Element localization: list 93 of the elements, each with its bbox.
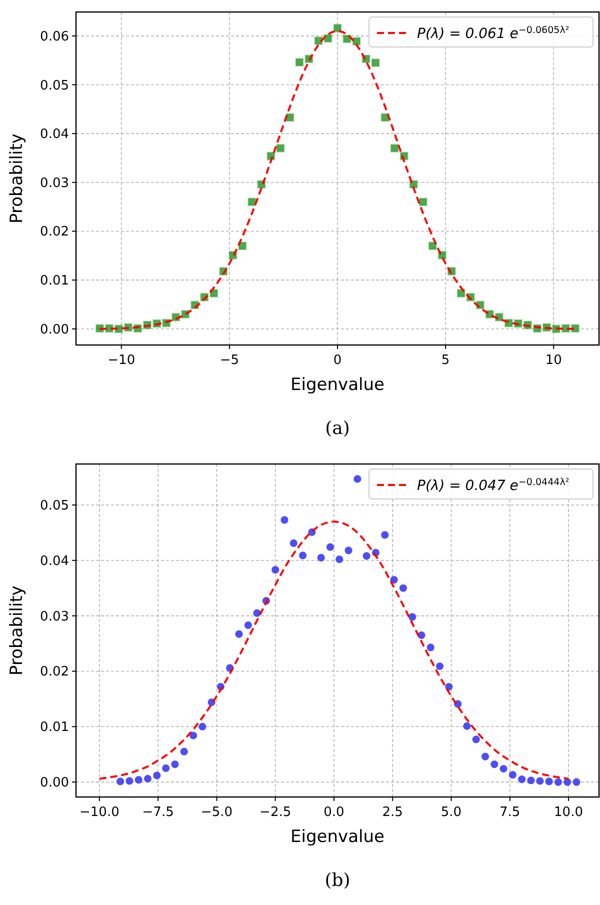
- text: (a): [325, 418, 350, 439]
- point: [428, 242, 437, 250]
- point: [286, 113, 294, 122]
- y-tick-label: 0.00: [40, 776, 69, 791]
- point: [481, 752, 490, 760]
- y-tick-label: 0.03: [40, 176, 69, 191]
- x-tick-label: −5: [220, 353, 240, 368]
- point: [354, 475, 362, 483]
- point: [272, 566, 280, 574]
- point: [342, 34, 352, 44]
- y-tick-label: 0.04: [40, 127, 69, 142]
- point: [326, 543, 334, 551]
- point: [527, 776, 535, 784]
- x-tick-label: 2.5: [382, 805, 403, 820]
- point: [290, 539, 298, 548]
- x-tick-label: 0: [333, 353, 342, 368]
- point: [162, 764, 170, 772]
- point: [333, 24, 342, 32]
- text: (b): [324, 870, 350, 891]
- point: [248, 198, 256, 206]
- legend-label: P(λ) = 0.047 e$^{−0.0444λ²}$: [417, 476, 570, 494]
- point: [295, 58, 304, 67]
- x-axis-title: Eigenvalue: [290, 375, 384, 395]
- point: [536, 777, 544, 785]
- y-tick-label: 0.05: [40, 498, 69, 514]
- y-tick-label: 0.02: [40, 664, 69, 680]
- point: [554, 778, 562, 786]
- point: [490, 760, 498, 768]
- point: [153, 772, 161, 780]
- point: [371, 58, 380, 68]
- point: [500, 764, 508, 773]
- point: [564, 778, 572, 786]
- x-tick-label: −10.0: [80, 805, 120, 820]
- point: [238, 242, 247, 250]
- point: [352, 37, 361, 46]
- point: [518, 775, 526, 784]
- point: [171, 760, 179, 768]
- point: [426, 644, 434, 652]
- y-tick-label: 0.03: [40, 609, 69, 624]
- point: [314, 36, 323, 46]
- y-tick-label: 0.01: [40, 274, 69, 289]
- point: [235, 630, 243, 638]
- point: [280, 516, 288, 524]
- y-tick-label: 0.02: [40, 224, 69, 240]
- point: [126, 777, 134, 785]
- point: [116, 778, 124, 786]
- point: [317, 554, 325, 562]
- x-tick-label: 7.5: [500, 805, 520, 820]
- point: [189, 732, 198, 740]
- legend-label: P(λ) = 0.061 e$^{−0.0605λ²}$: [417, 24, 570, 42]
- x-tick-label: 10.0: [554, 805, 583, 820]
- point: [472, 736, 480, 744]
- x-tick-label: 10: [545, 353, 562, 368]
- y-axis-title: Probability: [7, 586, 27, 676]
- x-tick-label: 0.0: [324, 805, 344, 820]
- point: [456, 288, 466, 298]
- point: [463, 722, 471, 730]
- point: [198, 722, 206, 730]
- x-tick-label: 5: [441, 353, 450, 368]
- point: [134, 776, 142, 784]
- point: [253, 609, 261, 617]
- point: [298, 552, 307, 560]
- point: [408, 613, 416, 621]
- point: [381, 531, 389, 539]
- point: [244, 621, 252, 630]
- x-tick-label: −5.0: [200, 805, 233, 820]
- x-tick-label: −10: [108, 353, 136, 368]
- y-tick-label: 0.06: [40, 29, 69, 44]
- y-tick-label: 0.00: [40, 322, 69, 338]
- x-tick-label: 5.0: [440, 805, 462, 820]
- point: [144, 774, 152, 783]
- point: [399, 584, 407, 592]
- point: [545, 778, 553, 786]
- point: [390, 576, 398, 584]
- point: [336, 556, 344, 564]
- point: [418, 198, 428, 206]
- x-tick-label: −2.5: [260, 805, 292, 820]
- y-tick-label: 0.01: [40, 720, 69, 736]
- point: [344, 546, 352, 554]
- x-tick-label: −7.5: [142, 805, 174, 820]
- point: [362, 552, 370, 560]
- point: [572, 778, 580, 786]
- point: [436, 662, 444, 670]
- point: [390, 144, 399, 152]
- point: [508, 771, 516, 779]
- point: [324, 34, 332, 43]
- point: [445, 682, 453, 691]
- y-tick-label: 0.04: [40, 554, 69, 569]
- y-tick-label: 0.05: [40, 78, 69, 94]
- x-axis-title: Eigenvalue: [290, 827, 384, 847]
- point: [180, 748, 188, 756]
- y-axis-title: Probability: [7, 134, 27, 224]
- point: [276, 144, 285, 152]
